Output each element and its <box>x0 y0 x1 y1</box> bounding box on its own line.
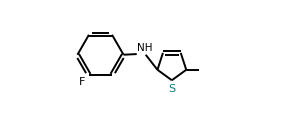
Text: S: S <box>168 84 176 94</box>
Text: F: F <box>78 77 85 87</box>
Text: NH: NH <box>137 43 153 53</box>
